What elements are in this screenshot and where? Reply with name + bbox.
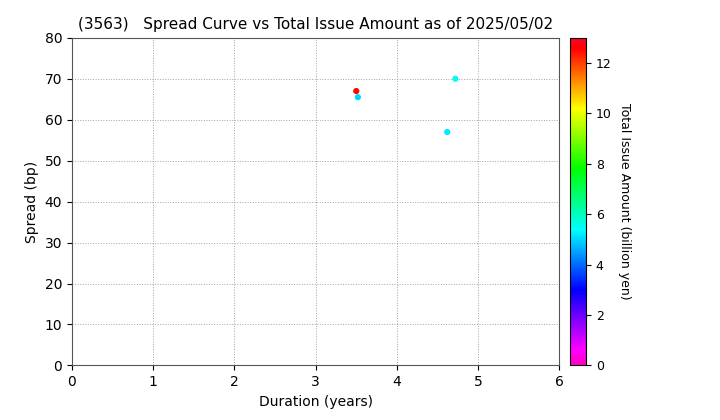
Point (441, 129, 453, 135)
Point (352, 94, 364, 100)
Title: (3563)   Spread Curve vs Total Issue Amount as of 2025/05/02: (3563) Spread Curve vs Total Issue Amoun… (78, 18, 553, 32)
Y-axis label: Total Issue Amount (billion yen): Total Issue Amount (billion yen) (618, 103, 631, 300)
Y-axis label: Spread (bp): Spread (bp) (25, 160, 39, 243)
Point (449, 75, 461, 82)
X-axis label: Duration (years): Duration (years) (258, 395, 373, 409)
Point (351, 88, 362, 94)
